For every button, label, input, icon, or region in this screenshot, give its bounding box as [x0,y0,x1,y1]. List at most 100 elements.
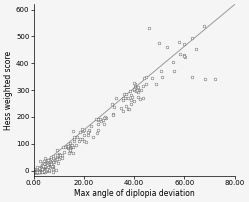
Point [65,144,69,147]
Point [147,27,151,30]
Point [119,106,123,109]
Point [68,148,72,151]
Point [82,139,86,142]
Point [80,128,84,131]
Point [134,89,138,93]
Point [32,170,36,174]
Point [42,159,46,162]
Point [38,168,42,171]
Point [36,170,40,174]
Point [34,170,38,174]
Point [129,93,133,96]
Point [51,157,55,160]
Point [127,89,131,93]
Point [68,146,72,150]
Point [133,83,137,86]
Point [44,167,48,170]
Point [50,165,54,168]
Point [66,144,70,147]
Point [47,162,51,165]
Point [178,40,182,43]
Point [159,69,163,72]
Point [34,170,38,173]
Point [89,124,93,127]
Point [55,153,59,156]
Point [51,167,55,170]
Point [57,153,61,156]
Point [160,75,164,79]
Point [51,161,55,164]
Point [87,129,91,133]
Point [40,167,44,170]
Point [43,170,47,174]
Point [135,88,139,91]
Point [42,165,46,168]
Point [111,113,115,116]
Point [41,164,45,168]
Point [37,170,41,174]
Point [81,130,85,133]
Point [42,170,46,174]
Point [35,170,39,174]
Point [141,96,145,99]
Point [39,170,43,174]
Point [32,170,36,174]
Point [48,164,52,168]
Point [132,87,136,91]
Point [49,162,53,165]
Point [129,102,133,105]
Point [121,98,125,101]
Point [104,117,108,120]
Point [35,170,39,174]
Point [37,166,41,169]
Point [36,170,40,174]
Point [37,170,41,174]
Point [43,165,47,168]
Point [102,123,106,126]
Point [144,82,148,86]
Point [172,70,176,73]
Point [35,165,39,169]
Point [48,168,52,172]
Point [45,163,49,166]
Point [34,170,38,174]
Point [37,169,41,173]
Point [51,164,55,167]
Point [202,24,206,28]
Point [95,131,99,134]
Point [157,41,161,45]
Point [80,137,84,140]
Point [42,164,46,167]
Point [47,159,51,162]
Point [37,169,41,172]
Point [43,170,47,173]
Point [183,56,187,59]
Point [102,116,106,120]
Point [182,42,186,45]
Point [111,112,115,115]
Point [32,170,36,174]
Point [51,164,55,167]
Point [67,152,71,155]
Point [51,170,55,174]
X-axis label: Max angle of diplopia deviation: Max angle of diplopia deviation [74,189,194,198]
Point [58,153,62,156]
Point [124,105,128,108]
Point [78,131,82,134]
Point [42,164,46,167]
Point [78,137,82,140]
Point [96,122,100,126]
Point [42,162,46,165]
Point [138,98,142,101]
Point [45,158,49,162]
Point [154,82,158,85]
Point [190,75,194,78]
Point [36,170,40,174]
Point [51,166,55,170]
Point [38,170,42,174]
Point [41,167,45,170]
Point [44,169,48,172]
Point [40,170,44,174]
Point [66,146,70,149]
Point [98,117,102,120]
